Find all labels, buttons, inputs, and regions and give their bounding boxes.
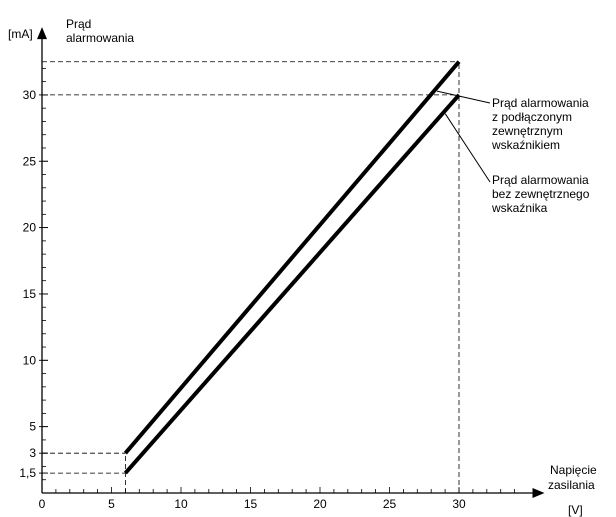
y-tick-label-3: 3: [29, 446, 36, 460]
reference-lines: [42, 61, 460, 493]
y-tick-label-5: 5: [29, 420, 36, 434]
series-2-label-line-1: Prąd alarmowania: [492, 173, 589, 187]
y-axis-title-line-1: Prąd: [66, 17, 91, 31]
series: [123, 60, 491, 475]
y-tick-label-15: 15: [23, 287, 37, 301]
x-axis-arrow: [532, 488, 545, 498]
series-1-label-line-4: wskaźnikiem: [491, 138, 560, 152]
x-axis-title-line-2: zasilania: [548, 478, 595, 492]
x-tick-label-30: 30: [452, 497, 466, 511]
y-unit-label: [mA]: [8, 27, 33, 41]
series-2-leader: [444, 113, 491, 183]
y-tick-label-25: 25: [23, 154, 37, 168]
x-tick-label-20: 20: [313, 497, 327, 511]
series-1-label-line-1: Prąd alarmowania: [492, 96, 589, 110]
x-tick-label-10: 10: [174, 497, 188, 511]
y-tick-label-20: 20: [23, 221, 37, 235]
x-tick-label-25: 25: [383, 497, 397, 511]
y-tick-label-30: 30: [23, 88, 37, 102]
series-1-line: [123, 60, 461, 455]
x-axis-title-line-1: Napięcie: [550, 463, 597, 477]
series-1-leader: [436, 90, 491, 104]
y-axis-arrow: [37, 27, 47, 40]
x-tick-label-0: 0: [39, 497, 46, 511]
series-2-line: [123, 93, 461, 475]
x-tick-label-5: 5: [108, 497, 115, 511]
series-2-label-line-3: wskaźnika: [491, 201, 548, 215]
series-2-label-line-2: bez zewnętrznego: [492, 187, 590, 201]
y-axis-title-line-2: alarmowania: [66, 31, 134, 45]
x-tick-label-15: 15: [244, 497, 258, 511]
labels: [mA] Prąd alarmowania Napięcie zasilania…: [8, 17, 597, 517]
axes: [37, 27, 545, 498]
ticks: 0 5 10 15 20 25 30 1,5 3 5 10 15 20 25 30: [19, 67, 515, 511]
series-1-label-line-3: zewnętrznym: [492, 124, 563, 138]
y-tick-label-1,5: 1,5: [19, 466, 36, 480]
y-tick-label-10: 10: [23, 353, 37, 367]
x-unit-label: [V]: [568, 503, 583, 517]
series-1-label-line-2: z podłączonym: [492, 110, 572, 124]
